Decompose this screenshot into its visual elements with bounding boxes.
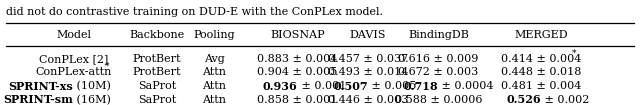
Text: SaProt: SaProt: [138, 95, 176, 105]
Text: ConPLex-attn: ConPLex-attn: [35, 67, 112, 77]
Text: 0.883 ± 0.004: 0.883 ± 0.004: [257, 54, 338, 64]
Text: 0.588 ± 0.0006: 0.588 ± 0.0006: [395, 95, 482, 105]
Text: 0.718: 0.718: [404, 81, 438, 92]
Text: 0.904 ± 0.005: 0.904 ± 0.005: [257, 67, 338, 77]
Text: BindingDB: BindingDB: [408, 30, 469, 40]
Text: SPRINT-xs (10M): SPRINT-xs (10M): [25, 81, 122, 91]
Text: SPRINT-sm (16M): SPRINT-sm (16M): [23, 95, 124, 105]
Text: Attn: Attn: [202, 67, 227, 77]
Text: did not do contrastive training on DUD-E with the ConPLex model.: did not do contrastive training on DUD-E…: [6, 7, 383, 17]
Text: SPRINT-sm: SPRINT-sm: [3, 94, 73, 105]
Text: 0.414 ± 0.004: 0.414 ± 0.004: [500, 54, 581, 64]
Text: Backbone: Backbone: [129, 30, 184, 40]
Text: ConPLex [2]: ConPLex [2]: [39, 54, 108, 64]
Text: ProtBert: ProtBert: [132, 67, 181, 77]
Text: 0.507: 0.507: [333, 81, 368, 92]
Text: Pooling: Pooling: [193, 30, 236, 40]
Text: 0.936: 0.936: [263, 81, 298, 92]
Text: ± 0.002: ± 0.002: [541, 95, 589, 105]
Text: 0.672 ± 0.003: 0.672 ± 0.003: [398, 67, 479, 77]
Text: ± 0.001: ± 0.001: [298, 81, 346, 91]
Text: 0.457 ± 0.037: 0.457 ± 0.037: [328, 54, 408, 64]
Text: 0.858 ± 0.001: 0.858 ± 0.001: [257, 95, 338, 105]
Text: SPRINT-xs: SPRINT-xs: [8, 81, 73, 92]
Text: DAVIS: DAVIS: [349, 30, 387, 40]
Text: ± 0.005: ± 0.005: [368, 81, 417, 91]
Text: ± 0.0004: ± 0.0004: [438, 81, 494, 91]
Text: Avg: Avg: [204, 54, 225, 64]
Text: *: *: [104, 62, 109, 71]
Text: 0.616 ± 0.009: 0.616 ± 0.009: [398, 54, 479, 64]
Text: Attn: Attn: [202, 95, 227, 105]
Text: 0.448 ± 0.018: 0.448 ± 0.018: [500, 67, 581, 77]
Text: *: *: [572, 49, 577, 58]
Text: MERGED: MERGED: [514, 30, 568, 40]
Text: Attn: Attn: [202, 81, 227, 91]
Text: 0.526: 0.526: [506, 94, 541, 105]
Text: Model: Model: [56, 30, 91, 40]
Text: BIOSNAP: BIOSNAP: [270, 30, 325, 40]
Text: 0.446 ± 0.003: 0.446 ± 0.003: [328, 95, 408, 105]
Text: ProtBert: ProtBert: [132, 54, 181, 64]
Text: (16M): (16M): [73, 95, 111, 105]
Text: 0.493 ± 0.014: 0.493 ± 0.014: [328, 67, 408, 77]
Text: (10M): (10M): [73, 81, 111, 91]
Text: 0.481 ± 0.004: 0.481 ± 0.004: [500, 81, 581, 91]
Text: SaProt: SaProt: [138, 81, 176, 91]
